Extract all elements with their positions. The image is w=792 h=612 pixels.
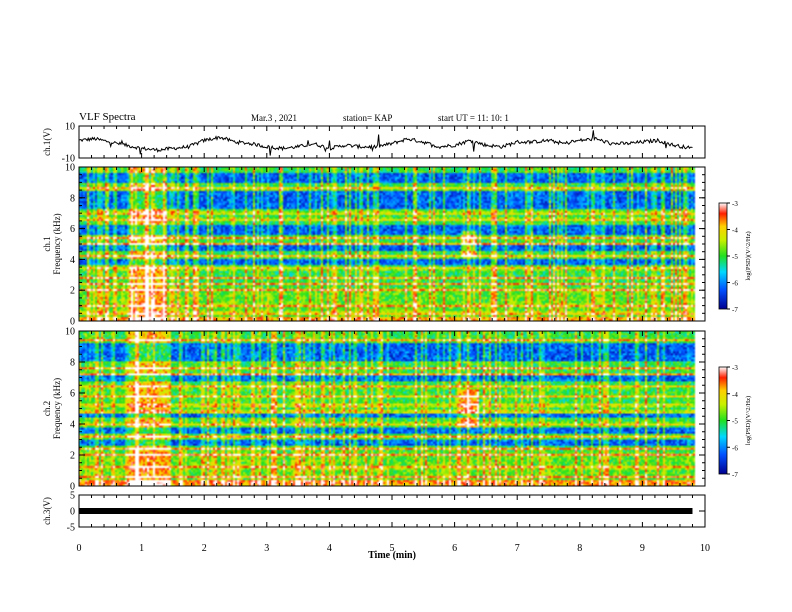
y-tick-label: -10	[62, 154, 75, 165]
colorbar-tick-label: -7	[732, 471, 738, 479]
y-tick-label: 6	[70, 389, 75, 400]
colorbar-tick-label: -3	[732, 200, 738, 208]
start-time-label: start UT = 11: 10: 1	[438, 113, 509, 123]
y-tick-label: 0	[70, 507, 75, 518]
y-tick-label: -5	[67, 523, 75, 534]
y-tick-label: 8	[70, 193, 75, 204]
ch1-waveform-line	[78, 130, 693, 156]
x-tick-label: 1	[139, 543, 144, 554]
x-tick-label: 8	[577, 543, 582, 554]
colorbar-tick-label: -5	[732, 253, 738, 261]
colorbar-tick-label: -6	[732, 444, 738, 452]
date-label: Mar.3 , 2021	[251, 113, 297, 123]
x-tick-label: 2	[202, 543, 207, 554]
y-tick-label: 2	[70, 451, 75, 462]
ch3-waveform-line	[79, 508, 693, 514]
y-tick-label: 8	[70, 358, 75, 369]
y-axis-label: Frequency (kHz)	[52, 213, 62, 274]
ch2-spectrogram-image	[79, 331, 705, 486]
colorbar-tick-label: -4	[732, 227, 738, 235]
y-tick-label: 5	[70, 491, 75, 502]
x-tick-label: 10	[700, 543, 710, 554]
y-tick-label: 6	[70, 224, 75, 235]
ch1-spectrogram-colorbar	[718, 202, 728, 310]
y-axis-label: ch.3(V)	[42, 497, 52, 525]
x-tick-label: 4	[327, 543, 332, 554]
y-tick-label: 0	[70, 317, 75, 328]
y-tick-label: 10	[65, 163, 75, 174]
x-tick-label: 5	[390, 543, 395, 554]
ch1-spectrogram-image	[79, 167, 705, 321]
y-tick-label: 10	[65, 122, 75, 133]
y-axis-label: ch.1	[42, 236, 52, 251]
chart-title: VLF Spectra	[79, 111, 136, 123]
y-tick-label: 4	[70, 255, 75, 266]
y-tick-label: 2	[70, 286, 75, 297]
colorbar-label: log(PSD)(V^2/Hz)	[745, 396, 752, 445]
colorbar-tick-label: -4	[732, 391, 738, 399]
colorbar-tick-label: -6	[732, 280, 738, 288]
y-tick-label: 4	[70, 420, 75, 431]
colorbar-tick-label: -7	[732, 306, 738, 314]
x-axis-label: Time (min)	[368, 550, 416, 561]
colorbar-label: log(PSD)(V^2/Hz)	[745, 231, 752, 280]
y-axis-label: Frequency (kHz)	[52, 378, 62, 439]
y-tick-label: 10	[65, 327, 75, 338]
ch2-spectrogram-colorbar	[718, 366, 728, 475]
y-axis-label: ch.2	[42, 401, 52, 416]
x-tick-label: 7	[515, 543, 520, 554]
y-axis-label: ch.1(V)	[42, 128, 52, 156]
y-tick-label: 0	[70, 482, 75, 493]
colorbar-tick-label: -5	[732, 418, 738, 426]
x-tick-label: 3	[264, 543, 269, 554]
x-tick-label: 6	[452, 543, 457, 554]
x-tick-label: 9	[640, 543, 645, 554]
x-tick-label: 0	[77, 543, 82, 554]
station-label: station= KAP	[343, 113, 393, 123]
colorbar-tick-label: -3	[732, 364, 738, 372]
